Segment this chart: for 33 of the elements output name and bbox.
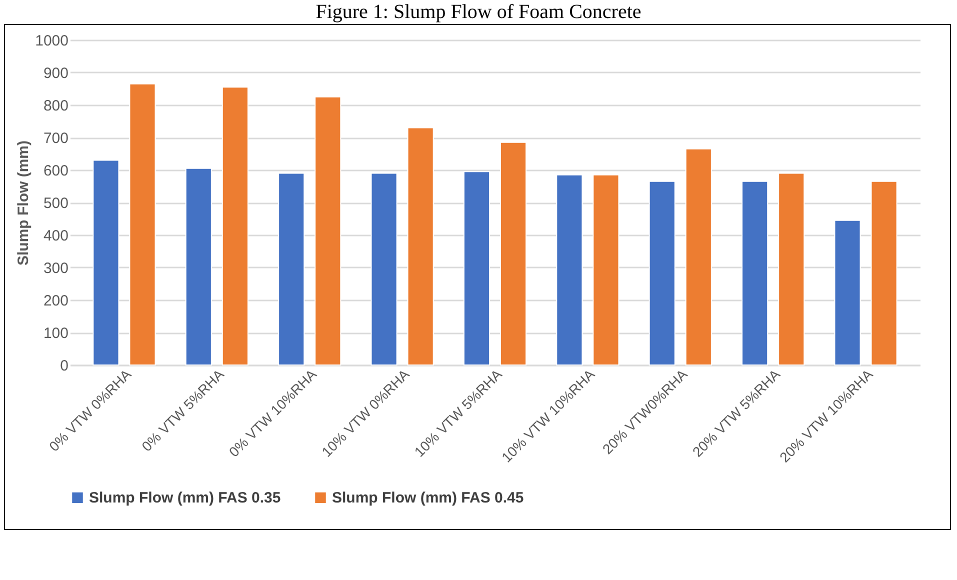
y-tick-label: 500 (43, 195, 68, 212)
y-tick-label: 1000 (35, 32, 68, 50)
y-tick-label: 400 (43, 228, 68, 244)
bar (556, 174, 583, 366)
bar (592, 174, 620, 366)
y-tick-label: 600 (43, 162, 68, 180)
bar (92, 160, 120, 366)
bar (778, 172, 805, 366)
bar (314, 96, 342, 366)
bar (742, 180, 768, 366)
bar (870, 180, 898, 366)
y-tick-label: 0 (60, 358, 68, 374)
legend-label: Slump Flow (mm) FAS 0.35 (89, 490, 281, 507)
y-tick-label: 200 (43, 292, 68, 310)
chart-title: Figure 1: Slump Flow of Foam Concrete (314, 0, 642, 24)
y-axis-title: Slump Flow (mm) (15, 140, 32, 266)
bar (222, 86, 248, 366)
y-tick-label: 900 (43, 65, 68, 82)
bar (500, 142, 527, 366)
bar (834, 220, 861, 366)
bar (648, 180, 676, 366)
bar (685, 148, 712, 366)
bar (129, 83, 156, 366)
bar (407, 127, 434, 366)
y-tick-label: 800 (43, 98, 68, 114)
y-tick-label: 300 (43, 260, 68, 277)
bar (463, 171, 490, 366)
legend-label: Slump Flow (mm) FAS 0.45 (332, 490, 524, 507)
bar (185, 168, 212, 366)
bar (370, 172, 398, 366)
y-tick-label: 700 (43, 130, 68, 147)
bar (278, 172, 305, 366)
y-tick-label: 100 (43, 325, 68, 342)
